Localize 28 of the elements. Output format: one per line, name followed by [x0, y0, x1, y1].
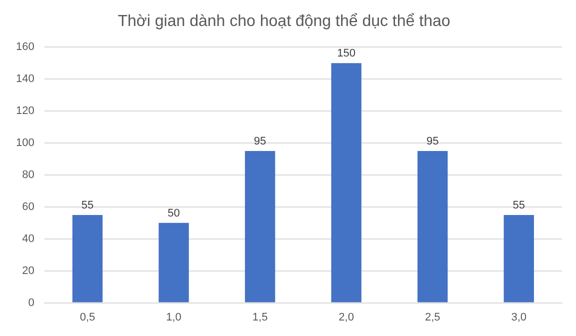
x-tick-label: 1,5 [252, 311, 268, 324]
bar [331, 63, 362, 302]
bar [244, 151, 276, 302]
y-tick-label: 160 [16, 41, 34, 54]
x-tick-label: 3,0 [511, 311, 527, 324]
x-tick-label: 1,0 [166, 311, 182, 324]
data-label: 55 [512, 199, 525, 212]
y-tick-label: 80 [22, 169, 34, 182]
data-label: 150 [337, 48, 356, 60]
bar [72, 214, 103, 302]
data-label: 95 [254, 136, 266, 148]
y-tick-label: 60 [22, 200, 34, 213]
y-tick-label: 20 [22, 264, 34, 277]
y-tick-label: 120 [16, 105, 34, 118]
x-tick-label: 2,5 [424, 311, 440, 324]
x-tick-label: 2,0 [338, 311, 354, 324]
bar [417, 151, 448, 302]
y-tick-label: 140 [16, 73, 34, 86]
y-tick-label: 0 [28, 296, 34, 309]
y-tick-label: 100 [16, 137, 34, 150]
bar [158, 222, 189, 302]
bar [504, 214, 534, 302]
data-label: 50 [168, 207, 180, 220]
data-label: 55 [81, 199, 94, 212]
chart-title: Thời gian dành cho hoạt động thể dục thể thao [118, 13, 450, 30]
y-tick-label: 40 [22, 232, 34, 245]
data-label: 95 [426, 136, 439, 148]
x-tick-label: 0,5 [80, 311, 96, 324]
